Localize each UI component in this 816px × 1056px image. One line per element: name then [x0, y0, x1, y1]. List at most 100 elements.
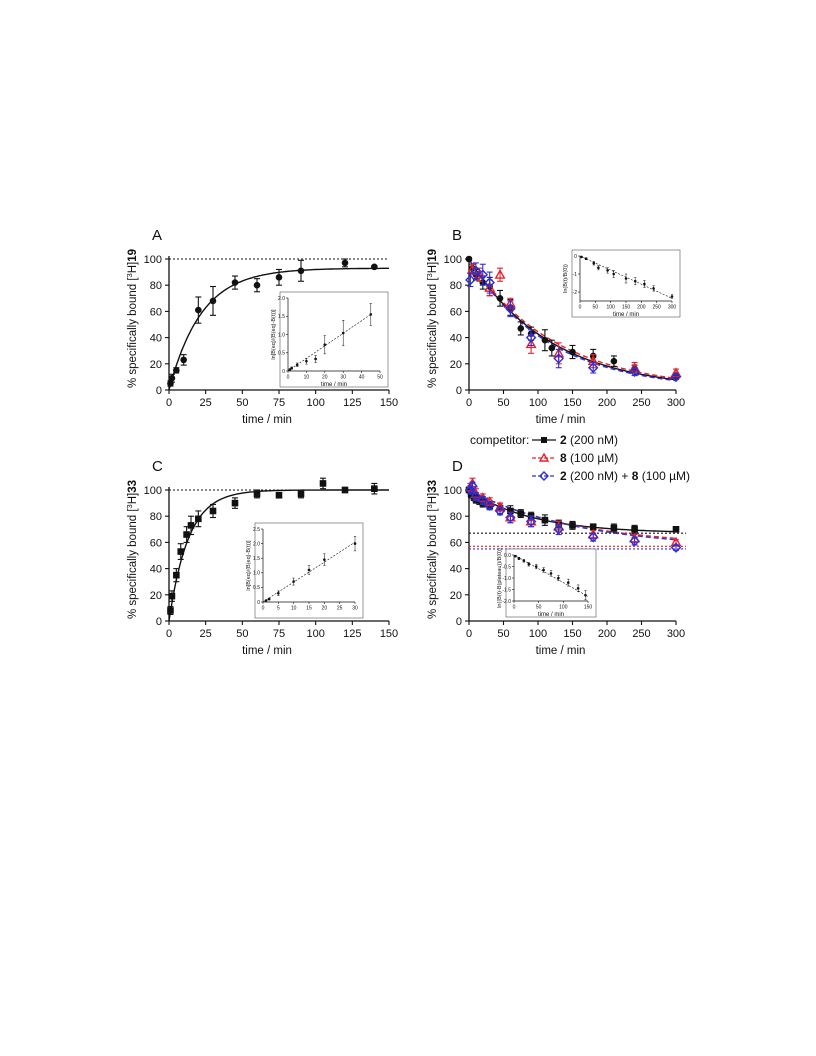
legend-label-compound: 2	[560, 433, 567, 447]
y-axis-label-prefix: % specifically bound [	[127, 508, 139, 619]
y-axis-label-mid: H]	[427, 493, 439, 505]
data-point	[167, 607, 174, 614]
y-axis-label-mid: H]	[127, 493, 139, 505]
inset-data-point	[292, 580, 295, 583]
inset-y-tick-label: 0.5	[253, 585, 260, 591]
y-axis-label: % specifically bound [3H]19	[425, 249, 439, 388]
data-point	[465, 484, 476, 496]
x-tick-label: 25	[200, 628, 212, 640]
inset-data-point	[652, 287, 655, 290]
inset-frame	[279, 291, 389, 388]
y-tick-label: 80	[450, 280, 462, 292]
data-point	[672, 526, 680, 533]
inset-data-point	[584, 257, 588, 261]
data-point	[569, 348, 576, 356]
x-tick-label: 0	[466, 628, 472, 640]
x-tick-label: 125	[343, 397, 361, 409]
inset-y-tick-label: -2	[573, 290, 578, 296]
inset-frame	[505, 548, 597, 618]
y-tick-label: 100	[144, 485, 162, 497]
inset-data-point	[597, 266, 600, 270]
inset-data-point	[295, 363, 299, 367]
x-tick-label: 50	[236, 397, 248, 409]
panel-label: B	[452, 227, 462, 244]
data-point	[589, 523, 597, 530]
inset-x-tick-label: 10	[291, 606, 297, 612]
y-tick-label: 100	[444, 254, 462, 266]
data-point	[470, 491, 482, 502]
data-point	[466, 263, 478, 274]
y-tick-label: 40	[150, 564, 162, 576]
inset-x-tick-label: 30	[340, 375, 346, 381]
fit-curve	[468, 258, 677, 382]
y-tick-label: 40	[450, 333, 462, 345]
inset-data-point	[643, 282, 646, 286]
y-axis-label-isotope: 3	[125, 504, 134, 508]
y-tick-label: 20	[450, 359, 462, 371]
inset-x-tick-label: 20	[322, 375, 328, 381]
legend-entry: 8 (100 µM)	[532, 451, 618, 465]
data-point	[195, 306, 202, 314]
inset-y-tick-label: -2.0	[502, 599, 511, 605]
data-point	[173, 571, 180, 579]
data-point	[670, 371, 682, 383]
data-point	[209, 297, 217, 305]
inset-data-point	[277, 591, 280, 595]
inset-plot: 0 50 100 150 0.0 -0.5 -1.0 -1.5 -2.0 time / min ln…	[497, 548, 597, 618]
legend-marker-swatch	[538, 452, 550, 462]
inset-data-point	[288, 368, 292, 371]
inset-x-tick-label: 250	[652, 305, 661, 311]
inset-x-tick-label: 100	[606, 305, 615, 311]
data-point	[195, 515, 202, 523]
x-tick-label: 100	[306, 397, 324, 409]
inset-data-point	[592, 261, 596, 265]
data-point	[371, 263, 378, 271]
data-series-3	[465, 480, 682, 553]
inset-x-tick-label: 0	[513, 605, 516, 611]
data-point	[177, 548, 185, 555]
inset-data-point	[305, 359, 308, 363]
y-tick-label: 20	[450, 590, 462, 602]
legend-marker-swatch	[541, 437, 547, 443]
x-axis-label: time / min	[242, 414, 292, 426]
inset-x-tick-label: 20	[322, 606, 328, 612]
panel-label: D	[452, 458, 463, 475]
x-tick-label: 75	[273, 397, 285, 409]
x-tick-label: 100	[529, 628, 547, 640]
inset-data-point	[341, 331, 345, 335]
data-point	[494, 268, 506, 279]
inset-y-axis-label: ln[B(eq)/(B(eq)-B(t))]	[246, 540, 252, 591]
inset-data-point	[612, 272, 616, 276]
x-tick-label: 150	[563, 397, 581, 409]
x-tick-label: 0	[166, 397, 172, 409]
inset-data-point	[527, 562, 531, 566]
inset-x-tick-label: 150	[584, 605, 593, 611]
inset-plot: 0 5 10 15 20 25 30 0 0.5 1.0 1.5 2.0 2.5 ln[B(eq)/(B(…	[246, 522, 364, 619]
y-axis-label-compound: 33	[427, 480, 439, 493]
data-point	[341, 486, 349, 494]
y-tick-label: 80	[450, 511, 462, 523]
inset-data-point	[323, 343, 327, 347]
x-tick-label: 75	[273, 628, 285, 640]
x-tick-label: 200	[598, 397, 616, 409]
inset-y-tick-label: 0.0	[504, 553, 511, 559]
inset-x-tick-label: 100	[559, 605, 568, 611]
inset-x-axis-label: time / min	[321, 382, 347, 388]
y-axis-label-isotope: 3	[425, 504, 434, 508]
inset-y-tick-label: 0	[282, 369, 285, 375]
x-axis-label: time / min	[536, 414, 586, 426]
data-point	[505, 512, 516, 523]
y-tick-label: 0	[456, 385, 462, 397]
inset-y-tick-label: -0.5	[502, 564, 511, 570]
y-axis-label-compound: 33	[127, 480, 139, 493]
y-tick-label: 60	[150, 537, 162, 549]
data-point	[187, 522, 195, 529]
x-axis-label: time / min	[242, 645, 292, 657]
data-point	[231, 279, 239, 286]
y-tick-label: 20	[150, 359, 162, 371]
inset-y-tick-label: 1.0	[278, 332, 285, 338]
inset-x-tick-label: 0	[287, 375, 290, 381]
data-point	[517, 510, 525, 517]
inset-regression-line	[287, 314, 371, 372]
inset-data-point	[557, 576, 560, 580]
